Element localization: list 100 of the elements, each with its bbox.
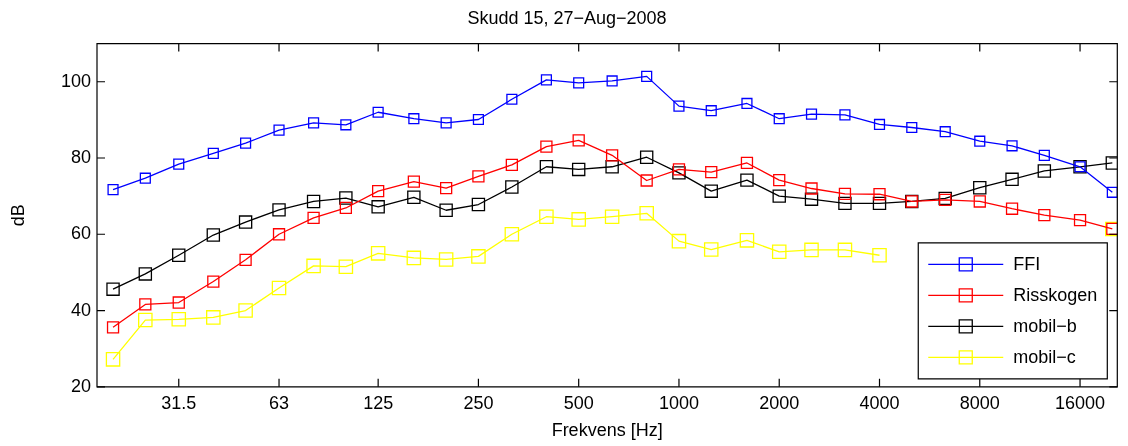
point (139, 298, 152, 311)
point (338, 259, 354, 274)
point (672, 166, 686, 180)
legend-label: mobil−b (1013, 316, 1077, 337)
x-tick-label: 125 (363, 392, 394, 413)
point (873, 118, 886, 131)
point (238, 303, 253, 318)
point (238, 215, 253, 229)
point (772, 189, 786, 203)
point (407, 190, 421, 205)
point (771, 244, 787, 260)
point (472, 170, 485, 183)
point (371, 200, 385, 214)
point (407, 175, 421, 188)
x-tick-label: 16000 (1055, 392, 1106, 413)
x-tick-label: 500 (563, 392, 594, 413)
x-tick-label: 250 (463, 392, 494, 413)
point (873, 188, 886, 201)
point (239, 253, 252, 266)
y-tick-label: 20 (70, 375, 91, 396)
point (838, 187, 852, 201)
point (173, 158, 185, 170)
point (1006, 140, 1018, 152)
point (606, 75, 618, 87)
point (1005, 172, 1019, 187)
point (639, 150, 654, 164)
point (1037, 164, 1052, 178)
point (440, 117, 452, 129)
point (171, 312, 187, 327)
point (605, 149, 619, 162)
point (741, 97, 753, 110)
x-tick-label: 31.5 (161, 392, 197, 413)
y-axis-title: dB (7, 204, 28, 227)
point (773, 173, 786, 187)
point (107, 184, 119, 196)
point (804, 192, 819, 206)
point (837, 242, 853, 258)
point (906, 121, 918, 134)
point (408, 113, 420, 125)
point (472, 113, 485, 126)
x-tick-label: 8000 (959, 392, 1000, 413)
point (773, 113, 785, 125)
point (672, 163, 686, 176)
point (271, 280, 287, 296)
point (839, 109, 851, 121)
point (105, 352, 121, 367)
legend-label: mobil−c (1013, 347, 1076, 368)
point (273, 124, 285, 136)
point (307, 117, 320, 129)
point (438, 252, 454, 267)
point (804, 242, 819, 258)
point (139, 172, 151, 184)
point (306, 194, 321, 209)
point (240, 137, 252, 149)
point (172, 248, 186, 262)
point (206, 310, 221, 325)
point (604, 209, 620, 225)
point (406, 250, 422, 266)
point (705, 105, 717, 117)
point (573, 77, 585, 89)
point (371, 185, 385, 198)
chart-title: Skudd 15, 27−Aug−2008 (467, 7, 667, 28)
legend-label: FFI (1013, 254, 1041, 275)
point (872, 247, 887, 263)
point (872, 196, 887, 211)
point (372, 106, 384, 118)
point (172, 296, 185, 309)
point (539, 209, 554, 225)
point (272, 203, 286, 217)
point (339, 191, 353, 205)
point (540, 140, 553, 153)
point (673, 100, 685, 112)
legend-label: Risskogen (1013, 285, 1098, 306)
point (572, 134, 585, 147)
point (973, 195, 986, 208)
point (805, 182, 818, 195)
y-tick-label: 100 (60, 70, 91, 91)
x-tick-label: 63 (269, 392, 290, 413)
point (339, 201, 353, 215)
point (571, 212, 586, 227)
x-axis-title: Frekvens [Hz] (551, 420, 663, 441)
x-tick-label: 4000 (859, 392, 900, 413)
point (1038, 149, 1050, 161)
point (505, 158, 519, 172)
point (138, 312, 153, 328)
y-tick-label: 40 (70, 299, 91, 320)
point (1073, 213, 1087, 227)
y-tick-label: 60 (70, 223, 91, 244)
point (471, 197, 486, 212)
point (207, 147, 219, 160)
point (471, 249, 486, 264)
point (505, 180, 519, 194)
x-tick-label: 2000 (759, 392, 800, 413)
point (974, 135, 986, 147)
point (704, 184, 718, 198)
point (805, 108, 818, 120)
point (939, 126, 951, 138)
point (703, 242, 719, 257)
point (1105, 156, 1118, 170)
point (506, 93, 518, 105)
